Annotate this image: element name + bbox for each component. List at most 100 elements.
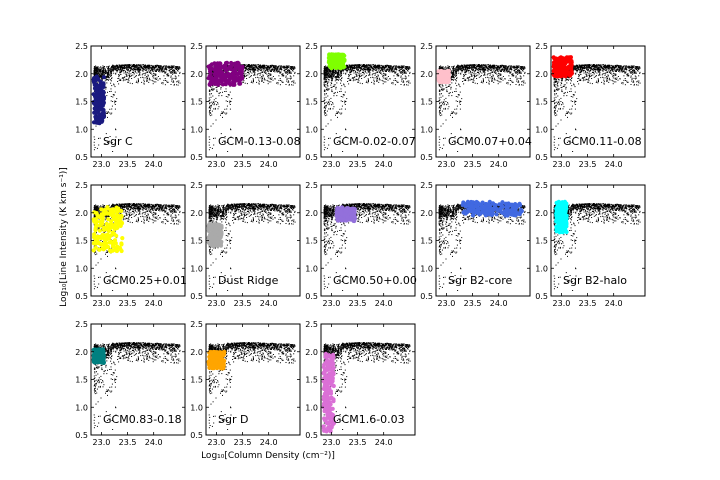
background-point (143, 65, 145, 67)
background-point (371, 74, 373, 76)
background-point (143, 65, 145, 67)
x-tick-label: 24.0 (145, 160, 163, 169)
background-point (266, 79, 268, 81)
background-point (257, 67, 259, 69)
background-point (343, 69, 345, 71)
background-point (253, 65, 255, 67)
background-point (118, 68, 120, 70)
background-point (111, 66, 113, 68)
background-point (150, 67, 152, 69)
background-point (339, 74, 341, 76)
background-point (394, 66, 396, 68)
background-point (116, 66, 118, 68)
background-point (122, 70, 124, 72)
background-point (336, 82, 338, 84)
background-point (130, 75, 132, 77)
background-point (370, 66, 372, 68)
background-point (380, 64, 382, 66)
background-point (340, 82, 342, 84)
background-point (352, 64, 354, 66)
background-point (158, 68, 160, 70)
background-point (330, 79, 332, 81)
background-point (359, 64, 361, 66)
background-point (247, 67, 249, 69)
highlight-point (226, 78, 232, 83)
background-point (267, 67, 269, 69)
background-point (380, 72, 382, 74)
background-point (132, 69, 134, 71)
background-point (103, 66, 105, 67)
background-point (212, 71, 214, 73)
background-point (103, 71, 105, 73)
background-point (98, 72, 100, 74)
background-point (357, 68, 359, 70)
background-point (373, 65, 375, 67)
background-point (110, 68, 112, 70)
background-point (328, 70, 330, 71)
background-point (289, 71, 290, 73)
background-point (146, 69, 148, 70)
background-point (377, 64, 378, 66)
background-point (369, 70, 371, 72)
background-point (323, 89, 325, 91)
background-point (95, 70, 97, 71)
background-point (227, 96, 229, 98)
background-point (335, 79, 337, 80)
background-point (120, 65, 122, 67)
background-point (137, 64, 139, 66)
background-point (162, 67, 164, 69)
highlight-point (232, 82, 237, 87)
background-point (110, 96, 112, 97)
background-point (362, 69, 364, 71)
panel-label: GCM-0.13-0.08 (218, 135, 301, 148)
background-point (339, 112, 341, 114)
background-point (373, 79, 375, 81)
highlight-point (101, 93, 106, 99)
background-point (162, 65, 164, 67)
background-point (285, 66, 287, 68)
background-point (212, 89, 214, 91)
background-point (340, 69, 342, 71)
background-point (107, 112, 109, 114)
background-point (349, 71, 351, 73)
points-layer (91, 64, 181, 152)
background-point (251, 66, 253, 68)
background-point (480, 67, 482, 69)
background-point (324, 102, 326, 104)
background-point (324, 75, 326, 76)
background-point (328, 99, 330, 101)
background-point (396, 81, 398, 83)
background-point (132, 65, 134, 66)
background-point (224, 112, 226, 114)
background-point (175, 68, 177, 70)
background-point (334, 76, 336, 78)
background-point (271, 70, 272, 72)
background-point (229, 86, 231, 88)
background-point (358, 80, 360, 82)
background-point (324, 90, 326, 92)
background-point (362, 69, 364, 71)
background-point (377, 66, 379, 68)
background-point (268, 72, 269, 74)
background-point (392, 67, 394, 69)
background-point (332, 102, 334, 104)
background-point (385, 69, 387, 71)
background-point (114, 67, 116, 69)
background-point (338, 73, 340, 75)
background-point (325, 68, 327, 70)
background-point (326, 101, 328, 103)
background-point (222, 91, 223, 93)
background-point (104, 143, 106, 144)
background-point (375, 64, 376, 66)
background-point (95, 68, 97, 70)
background-point (134, 66, 136, 67)
highlight-point (91, 120, 97, 125)
background-point (275, 68, 276, 70)
background-point (349, 67, 351, 68)
background-point (153, 69, 155, 71)
background-point (164, 72, 166, 74)
background-point (394, 72, 396, 74)
background-point (106, 75, 108, 77)
background-point (260, 64, 261, 66)
background-point (128, 67, 130, 69)
